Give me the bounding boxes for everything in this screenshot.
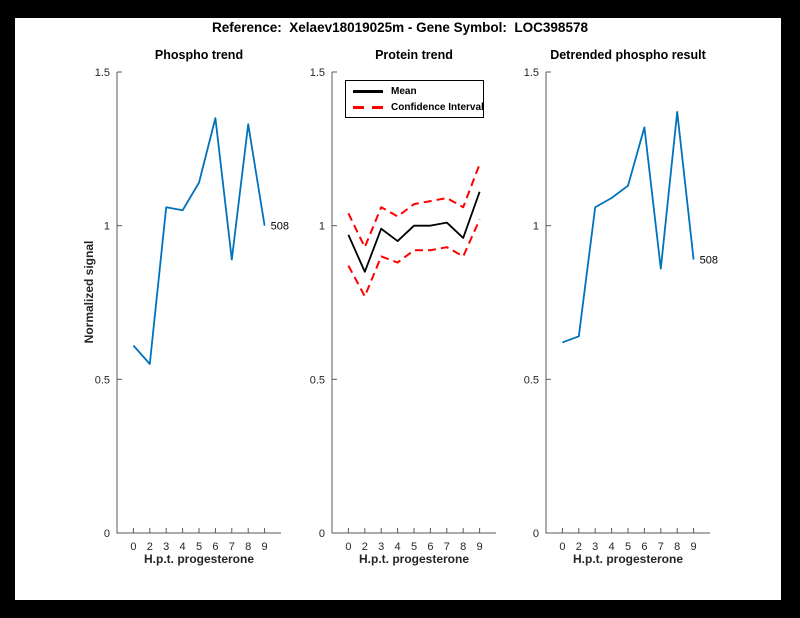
x-tick-label: 0	[130, 541, 136, 553]
series-confidence-lower	[347, 219, 481, 298]
x-tick-label: 8	[245, 541, 251, 553]
y-tick-label: 0	[104, 528, 110, 540]
subplot2-title: Protein trend	[375, 48, 453, 62]
legend: Mean Confidence Interval	[345, 80, 484, 118]
axis	[331, 72, 496, 534]
legend-item-mean: Mean	[353, 86, 483, 97]
legend-label-confidence-interval: Confidence Interval	[391, 101, 484, 113]
x-tick-label: 6	[212, 541, 218, 553]
x-tick-label: 9	[477, 541, 483, 553]
x-tick-label: 3	[163, 541, 169, 553]
mean-line-swatch	[353, 89, 383, 93]
subplot-2: 00.511.50 2 3 4 5 6 7 8 9	[310, 67, 496, 553]
y-tick-label: 0	[533, 528, 539, 540]
x-tick-label: 3	[592, 541, 598, 553]
series-confidence-upper	[347, 163, 481, 249]
confidence-interval-line-swatch	[353, 105, 383, 109]
y-tick-label: 1	[319, 221, 325, 233]
y-tick-label: 0.5	[310, 374, 325, 386]
subplot3-title: Detrended phospho result	[550, 48, 706, 62]
axis	[116, 72, 281, 534]
y-tick-label: 1	[533, 221, 539, 233]
x-tick-label: 4	[180, 541, 186, 553]
y-tick-label: 0.5	[95, 374, 110, 386]
y-tick-label: 0.5	[524, 374, 539, 386]
x-tick-label: 0	[345, 541, 351, 553]
x-tick-label: 9	[262, 541, 268, 553]
legend-item-confidence-interval: Confidence Interval	[353, 101, 484, 113]
series-end-label: 508	[271, 221, 289, 233]
y-tick-label: 0	[319, 528, 325, 540]
x-tick-label: 7	[658, 541, 664, 553]
subplot3-x-axis-label: H.p.t. progesterone	[572, 552, 683, 566]
x-tick-label: 4	[395, 541, 401, 553]
x-tick-label: 6	[427, 541, 433, 553]
x-tick-label: 9	[691, 541, 697, 553]
legend-label-mean: Mean	[391, 85, 417, 97]
x-tick-label: 7	[444, 541, 450, 553]
x-tick-label: 8	[674, 541, 680, 553]
subplot1-title: Phospho trend	[154, 48, 244, 62]
x-tick-label: 4	[609, 541, 615, 553]
y-tick-label: 1.5	[310, 67, 325, 79]
axis	[545, 72, 710, 534]
y-tick-label: 1	[104, 221, 110, 233]
x-tick-label: 3	[378, 541, 384, 553]
x-tick-label: 2	[576, 541, 582, 553]
x-tick-label: 2	[147, 541, 153, 553]
y-axis-label: Normalized signal	[82, 240, 96, 344]
x-tick-label: 6	[641, 541, 647, 553]
x-tick-label: 0	[559, 541, 565, 553]
x-tick-label: 7	[229, 541, 235, 553]
series-detrended-phospho-signal	[562, 111, 695, 344]
y-tick-label: 1.5	[95, 67, 110, 79]
subplot1-x-axis-label: H.p.t. progesterone	[143, 552, 254, 566]
series-mean	[347, 191, 481, 273]
subplot2-x-axis-label: H.p.t. progesterone	[358, 552, 469, 566]
x-tick-label: 2	[362, 541, 368, 553]
x-tick-label: 5	[196, 541, 202, 553]
x-tick-label: 5	[411, 541, 417, 553]
series-phospho-signal	[132, 117, 266, 365]
series-end-label: 508	[700, 254, 718, 266]
figure-title: Reference: Xelaev18019025m - Gene Symbol…	[212, 20, 588, 35]
x-tick-label: 5	[625, 541, 631, 553]
y-tick-label: 1.5	[524, 67, 539, 79]
x-tick-label: 8	[460, 541, 466, 553]
